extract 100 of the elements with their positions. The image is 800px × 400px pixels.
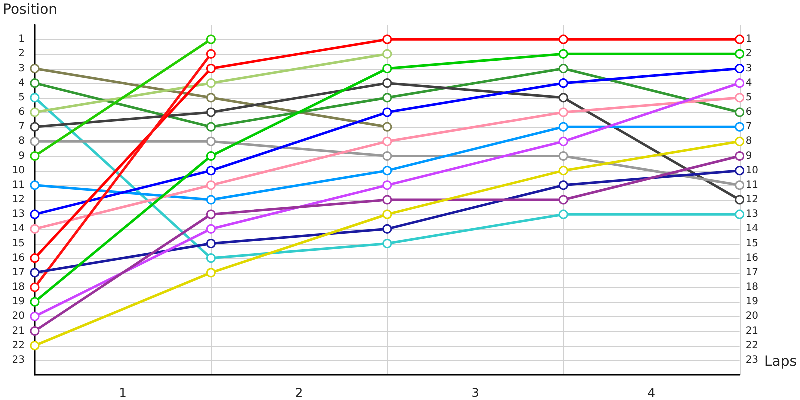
y-tick-label: 9 [18, 150, 25, 162]
y-tick-label: 12 [12, 194, 25, 206]
y2-tick-label: 4 [746, 78, 752, 89]
y2-tick-label: 15 [746, 238, 759, 250]
y2-tick-label: 21 [746, 326, 759, 337]
y-tick-label: 7 [18, 122, 25, 133]
point [382, 180, 392, 190]
y2-tick-label: 11 [746, 180, 759, 191]
point [735, 64, 745, 74]
point [558, 152, 568, 161]
point [206, 254, 216, 264]
y-tick-label: 5 [18, 92, 25, 104]
y-tick-label: 19 [12, 296, 25, 308]
y2-tick-label: 7 [746, 122, 752, 133]
y2-tick-label: 17 [746, 267, 759, 278]
point [382, 239, 392, 248]
point [735, 34, 745, 44]
point [735, 78, 745, 88]
y-tick-label: 16 [12, 252, 25, 264]
y2-tick-label: 1 [746, 34, 752, 46]
y-tick-label: 23 [12, 354, 25, 366]
x-tick-label: 4 [648, 386, 656, 400]
y-tick-label: 17 [12, 267, 25, 278]
point [382, 108, 392, 118]
point [735, 180, 745, 190]
point [558, 136, 568, 146]
y2-tick-label: 23 [746, 354, 759, 366]
point [206, 136, 216, 146]
point [30, 93, 40, 103]
y2-tick-label: 12 [746, 194, 759, 206]
point [206, 210, 216, 220]
point [206, 122, 216, 132]
point [735, 210, 745, 220]
point [206, 166, 216, 176]
point [30, 78, 40, 88]
point [558, 195, 568, 205]
point [558, 180, 568, 190]
point [735, 93, 745, 103]
point [206, 49, 216, 59]
point [30, 224, 40, 234]
y2-tick-label: 6 [746, 107, 752, 118]
point [30, 210, 40, 220]
point [30, 341, 40, 351]
y2-tick-label: 20 [746, 311, 759, 322]
point [735, 195, 745, 205]
point [206, 152, 216, 161]
point [382, 224, 392, 234]
y2-tick-label: 8 [746, 136, 752, 148]
point [30, 64, 40, 74]
point [558, 166, 568, 176]
point [382, 93, 392, 103]
point [735, 122, 745, 132]
point [206, 64, 216, 74]
point [30, 326, 40, 336]
point [382, 49, 392, 59]
point [558, 210, 568, 220]
point [382, 34, 392, 44]
point [735, 108, 745, 118]
y-tick-label: 14 [12, 224, 25, 235]
point [382, 210, 392, 220]
y-tick-label: 22 [12, 340, 25, 352]
point [382, 78, 392, 88]
y-tick-label: 8 [18, 136, 25, 148]
x-axis-title: Laps [764, 354, 798, 370]
point [30, 312, 40, 322]
x-tick-label: 2 [295, 386, 304, 400]
y-tick-label: 10 [12, 165, 25, 176]
point [735, 49, 745, 59]
x-tick-label: 1 [119, 386, 127, 400]
y-tick-label: 21 [12, 326, 25, 337]
point [735, 166, 745, 176]
point [206, 108, 216, 118]
point [735, 136, 745, 146]
point [30, 136, 40, 146]
point [30, 152, 40, 161]
point [30, 108, 40, 118]
point [206, 180, 216, 190]
y-tick-label: 3 [18, 63, 25, 74]
point [206, 93, 216, 103]
y-tick-label: 15 [12, 238, 25, 250]
point [735, 152, 745, 161]
point [30, 268, 40, 278]
y2-tick-label: 19 [746, 296, 759, 308]
y2-tick-label: 16 [746, 252, 759, 264]
y-tick-label: 13 [12, 209, 25, 220]
point [558, 34, 568, 44]
point [382, 152, 392, 161]
y2-tick-label: 9 [746, 150, 752, 162]
y-axis-title: Position [3, 2, 58, 18]
y2-tick-label: 18 [746, 282, 759, 293]
point [558, 93, 568, 103]
point [382, 64, 392, 74]
y-tick-label: 2 [18, 48, 25, 60]
y-tick-label: 20 [12, 311, 25, 322]
point [558, 64, 568, 74]
y2-tick-label: 22 [746, 340, 759, 352]
y-tick-label: 1 [18, 34, 25, 46]
y2-tick-label: 3 [746, 63, 752, 74]
y2-tick-label: 2 [746, 48, 752, 60]
y2-tick-label: 10 [746, 165, 759, 176]
